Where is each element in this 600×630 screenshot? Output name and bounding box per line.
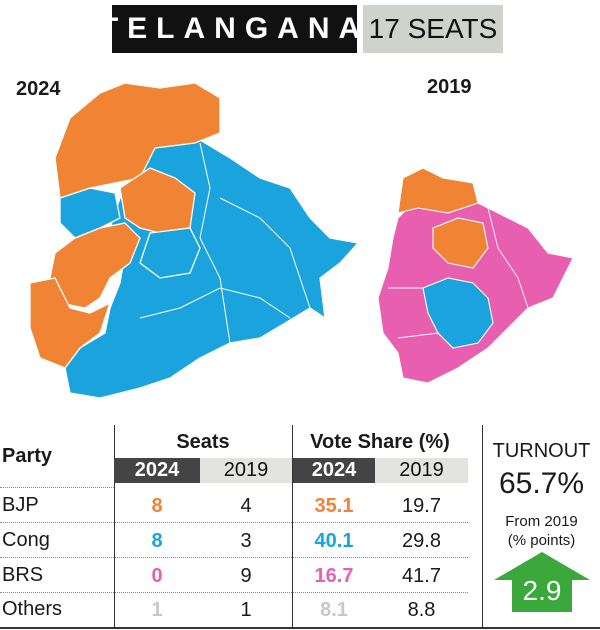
party-name: BRS bbox=[2, 564, 44, 586]
region-cong bbox=[59, 187, 121, 239]
vote-2024: 35.1 bbox=[314, 494, 354, 517]
region-bjp bbox=[432, 217, 489, 269]
map-2024-label: 2024 bbox=[16, 78, 61, 100]
map-2019-label: 2019 bbox=[427, 76, 472, 98]
region-bjp bbox=[49, 222, 141, 309]
turnout-unit-label: (% points) bbox=[507, 531, 576, 549]
seats-2024: 0 bbox=[151, 564, 163, 587]
region-bjp bbox=[397, 168, 479, 214]
party-name: Cong bbox=[2, 529, 50, 551]
region-others bbox=[139, 227, 201, 279]
seats-2024: 8 bbox=[151, 529, 163, 552]
seats-2019: 4 bbox=[240, 494, 252, 517]
seats-2019: 1 bbox=[240, 598, 252, 621]
vote-2019-header: 2019 bbox=[375, 458, 468, 483]
turnout-label: TURNOUT bbox=[492, 439, 591, 462]
turnout-from-label: From 2019 bbox=[505, 512, 578, 530]
seats-header: Seats bbox=[176, 430, 230, 453]
vote-2024: 40.1 bbox=[314, 529, 354, 552]
seats-2019-header: 2019 bbox=[200, 458, 292, 483]
map-2019 bbox=[378, 168, 574, 384]
party-name: Others bbox=[2, 598, 63, 620]
vote-2019: 29.8 bbox=[402, 529, 441, 552]
party-header: Party bbox=[2, 445, 53, 467]
seats-2019: 9 bbox=[240, 564, 252, 587]
vote-share-header: Vote Share (%) bbox=[310, 430, 450, 453]
turnout-value: 65.7% bbox=[498, 467, 585, 500]
vote-2024: 16.7 bbox=[314, 564, 354, 587]
region-bjp bbox=[54, 82, 221, 199]
region-cong bbox=[422, 277, 494, 349]
up-arrow-icon bbox=[494, 552, 590, 612]
seat-count: 17 SEATS bbox=[363, 5, 503, 53]
seats-2024-header: 2024 bbox=[114, 458, 200, 483]
vote-2019: 19.7 bbox=[402, 494, 441, 517]
seats-2024: 8 bbox=[151, 494, 163, 517]
vote-2024-header: 2024 bbox=[293, 458, 375, 483]
vote-2019: 41.7 bbox=[402, 564, 441, 587]
map-2024 bbox=[30, 82, 360, 399]
vote-2019: 8.8 bbox=[407, 598, 436, 621]
region-bjp bbox=[30, 277, 112, 369]
party-name: BJP bbox=[2, 494, 39, 516]
seats-2019: 3 bbox=[240, 529, 252, 552]
seats-2024: 1 bbox=[151, 598, 163, 621]
vote-2024: 8.1 bbox=[320, 598, 348, 621]
turnout-change: 2.9 bbox=[522, 575, 562, 606]
state-title: TELANGANA bbox=[100, 5, 360, 53]
